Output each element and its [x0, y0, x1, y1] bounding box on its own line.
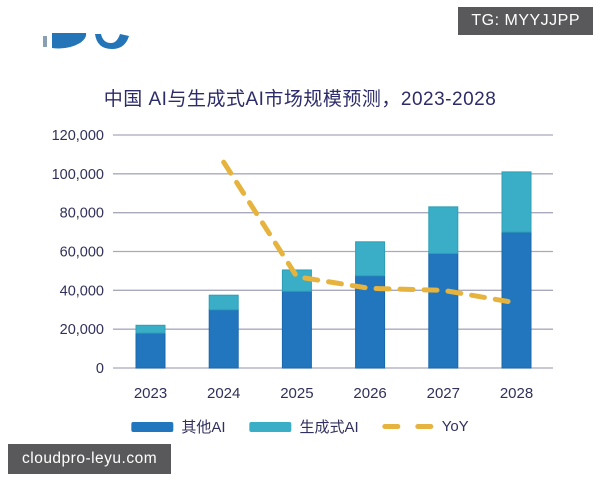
legend-label-other-ai: 其他AI	[181, 419, 226, 436]
watermark-site-badge: cloudpro-leyu.com	[8, 444, 172, 474]
x-tick-label: 2027	[427, 385, 460, 402]
x-tick-label: 2026	[353, 385, 386, 402]
bar-segment-other-ai	[208, 309, 239, 369]
watermark-telegram-badge: TG: MYYJJPP	[458, 7, 593, 35]
y-tick-label: 0	[96, 361, 104, 377]
legend-dash-icon	[415, 424, 434, 429]
y-tick-label: 120,000	[52, 128, 104, 144]
idc-logo-d-fragment	[52, 33, 87, 49]
idc-logo-partial	[43, 33, 129, 49]
x-tick-label: 2024	[207, 385, 240, 402]
bar-segment-gen-ai	[355, 241, 386, 277]
bar-segment-gen-ai	[208, 294, 239, 311]
y-tick-label: 80,000	[60, 206, 104, 222]
bar-segment-other-ai	[135, 332, 166, 369]
bar-segment-other-ai	[428, 252, 459, 369]
legend-label-gen-ai: 生成式AI	[299, 419, 359, 436]
bar-segment-other-ai	[281, 290, 312, 369]
x-tick-label: 2025	[280, 385, 313, 402]
idc-logo-c-fragment	[95, 34, 129, 49]
legend-item-other-ai: 其他AI	[131, 416, 226, 437]
chart-legend: 其他AI 生成式AI YoY	[131, 416, 469, 437]
y-tick-label: 20,000	[60, 322, 104, 338]
bar-segment-gen-ai	[501, 171, 532, 233]
legend-dash-icon	[382, 424, 401, 429]
legend-swatch-other-ai	[131, 421, 174, 432]
chart-title: 中国 AI与生成式AI市场规模预测，2023-2028	[103, 89, 497, 110]
legend-item-yoy: YoY	[382, 418, 469, 435]
y-tick-label: 40,000	[60, 283, 104, 299]
x-tick-label: 2023	[134, 385, 167, 402]
idc-logo-i-fragment	[43, 36, 47, 47]
bar-segment-gen-ai	[428, 206, 459, 254]
legend-label-yoy: YoY	[441, 418, 469, 435]
y-tick-label: 60,000	[60, 245, 104, 261]
bar-segment-gen-ai	[135, 324, 166, 334]
chart-plot-area: 0 20,000 40,000 60,000 80,000 100,000 120,000 2…	[52, 128, 553, 402]
x-tick-label: 2028	[500, 385, 533, 402]
legend-item-gen-ai: 生成式AI	[249, 416, 359, 437]
legend-swatch-gen-ai	[249, 421, 292, 432]
y-tick-label: 100,000	[52, 167, 104, 183]
